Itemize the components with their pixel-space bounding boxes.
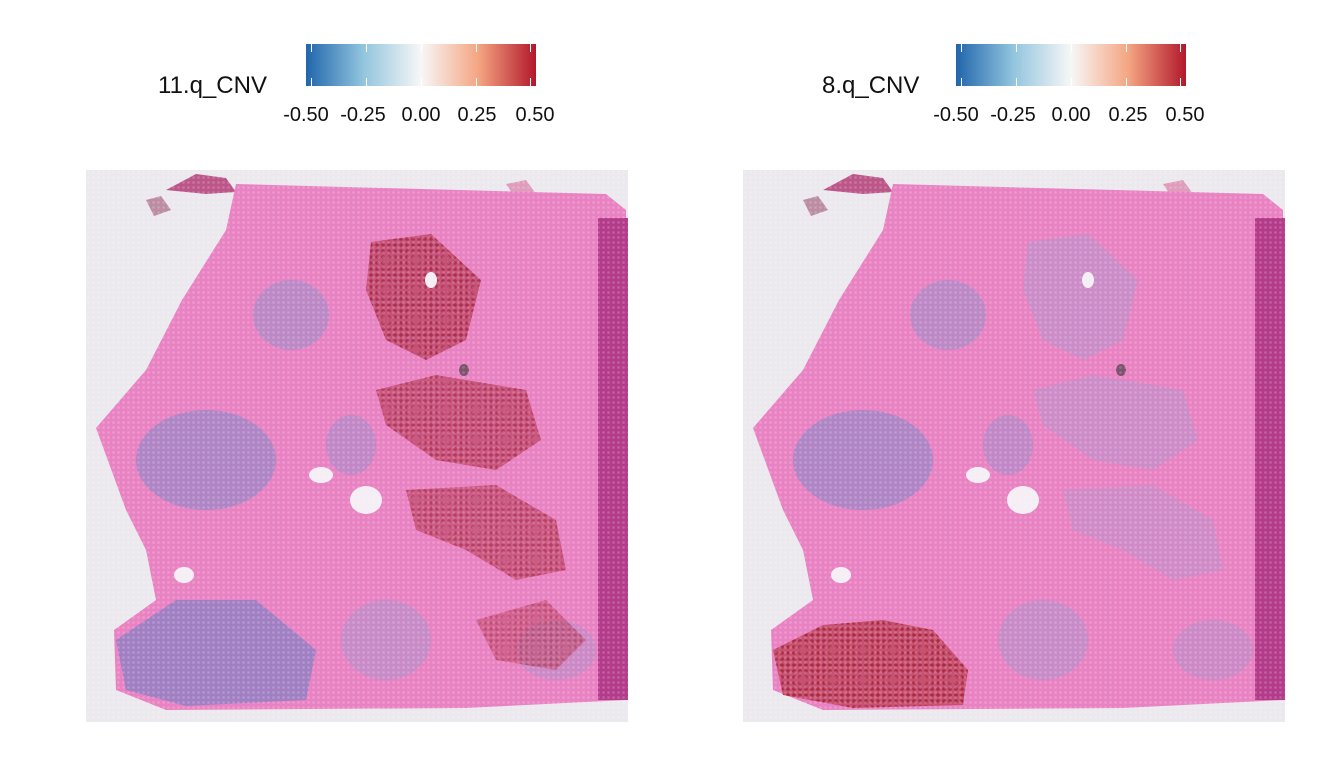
tick-label: 0.25 xyxy=(457,104,497,126)
tick-label: -0.50 xyxy=(933,104,979,126)
legend-title-8q: 8.q_CNV xyxy=(822,72,920,99)
tick-label: 0.50 xyxy=(515,104,555,126)
colorbar-11q xyxy=(306,44,536,86)
tissue-map-11q xyxy=(86,170,628,722)
tick-label: -0.50 xyxy=(283,104,329,126)
colorbar-8q xyxy=(956,44,1186,86)
tick-label: -0.25 xyxy=(990,104,1036,126)
panel-8q: 8.q_CNV xyxy=(656,0,1328,768)
tick-label: 0.00 xyxy=(1051,104,1091,126)
tick-label: 0.50 xyxy=(1165,104,1205,126)
tissue-map-8q xyxy=(743,170,1285,722)
legend-title-11q: 11.q_CNV xyxy=(158,72,267,99)
tick-label: -0.25 xyxy=(340,104,386,126)
panel-11q: 11.q_CNV xyxy=(86,44,628,722)
tick-label: 0.00 xyxy=(401,104,441,126)
tick-label: 0.25 xyxy=(1108,104,1148,126)
